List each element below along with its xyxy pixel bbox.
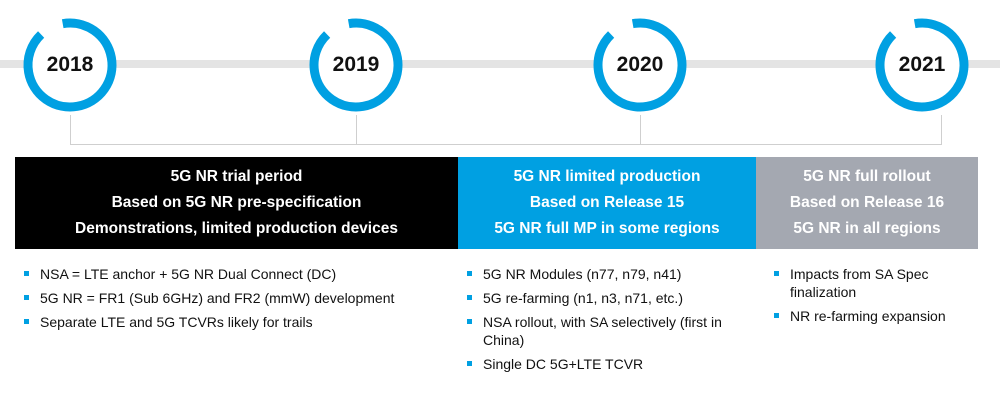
- year-label: 2020: [616, 53, 664, 76]
- bullet-icon: [467, 271, 472, 276]
- bullet-text: Single DC 5G+LTE TCVR: [483, 356, 644, 372]
- year-label: 2018: [46, 53, 94, 76]
- phase-title: 5G NR limited production: [513, 168, 701, 185]
- bullet-text: NSA rollout, with SA selectively (first …: [483, 314, 722, 348]
- list-item: NR re-farming expansion: [768, 307, 983, 325]
- bullet-text: 5G re-farming (n1, n3, n71, etc.): [483, 290, 683, 306]
- bullet-text: 5G NR Modules (n77, n79, n41): [483, 266, 682, 282]
- bullet-icon: [467, 295, 472, 300]
- bullet-text: NR re-farming expansion: [790, 308, 946, 324]
- list-item: 5G re-farming (n1, n3, n71, etc.): [461, 289, 751, 307]
- timeline-track: [0, 60, 1000, 68]
- milestone-2021: 2021: [874, 17, 970, 113]
- year-label: 2019: [332, 53, 380, 76]
- phase-trial-period: 5G NR trial period Based on 5G NR pre-sp…: [15, 157, 458, 249]
- milestone-ring: [23, 18, 117, 112]
- milestone-connector: [70, 115, 942, 145]
- bullet-icon: [467, 319, 472, 324]
- bullet-list-full: Impacts from SA Spec finalization NR re-…: [768, 265, 983, 331]
- milestone-connector-2019: [356, 115, 357, 145]
- phase-limited-production: 5G NR limited production Based on Releas…: [458, 157, 756, 249]
- bullet-icon: [24, 319, 29, 324]
- phase-scope: 5G NR full MP in some regions: [494, 220, 720, 237]
- milestone-2020: 2020: [592, 17, 688, 113]
- bullet-icon: [774, 271, 779, 276]
- list-item: Single DC 5G+LTE TCVR: [461, 355, 751, 373]
- milestone-2018: 2018: [22, 17, 118, 113]
- bullet-text: Separate LTE and 5G TCVRs likely for tra…: [40, 314, 313, 330]
- list-item: Impacts from SA Spec finalization: [768, 265, 983, 301]
- bullet-icon: [774, 313, 779, 318]
- bullet-text: 5G NR = FR1 (Sub 6GHz) and FR2 (mmW) dev…: [40, 290, 395, 306]
- list-item: NSA = LTE anchor + 5G NR Dual Connect (D…: [18, 265, 448, 283]
- bullet-list-limited: 5G NR Modules (n77, n79, n41) 5G re-farm…: [461, 265, 751, 379]
- milestone-ring: [309, 18, 403, 112]
- list-item: NSA rollout, with SA selectively (first …: [461, 313, 751, 349]
- milestone-ring: [593, 18, 687, 112]
- bullet-icon: [24, 295, 29, 300]
- milestone-connector-2020: [640, 115, 641, 145]
- year-label: 2021: [898, 53, 946, 76]
- bullet-text: NSA = LTE anchor + 5G NR Dual Connect (D…: [40, 266, 337, 282]
- list-item: 5G NR = FR1 (Sub 6GHz) and FR2 (mmW) dev…: [18, 289, 448, 307]
- bullet-icon: [24, 271, 29, 276]
- milestone-ring: [875, 18, 969, 112]
- phase-title: 5G NR full rollout: [803, 168, 931, 185]
- bullet-icon: [467, 361, 472, 366]
- list-item: 5G NR Modules (n77, n79, n41): [461, 265, 751, 283]
- phase-scope: 5G NR in all regions: [793, 220, 941, 237]
- bullet-list-trial: NSA = LTE anchor + 5G NR Dual Connect (D…: [18, 265, 448, 337]
- phase-scope: Demonstrations, limited production devic…: [75, 220, 398, 237]
- phase-full-rollout: 5G NR full rollout Based on Release 16 5…: [756, 157, 978, 249]
- phase-basis: Based on 5G NR pre-specification: [111, 194, 362, 211]
- list-item: Separate LTE and 5G TCVRs likely for tra…: [18, 313, 448, 331]
- milestone-2019: 2019: [308, 17, 404, 113]
- phase-basis: Based on Release 15: [529, 194, 685, 211]
- phase-title: 5G NR trial period: [170, 168, 303, 185]
- bullet-text: Impacts from SA Spec finalization: [790, 266, 929, 300]
- phase-basis: Based on Release 16: [789, 194, 945, 211]
